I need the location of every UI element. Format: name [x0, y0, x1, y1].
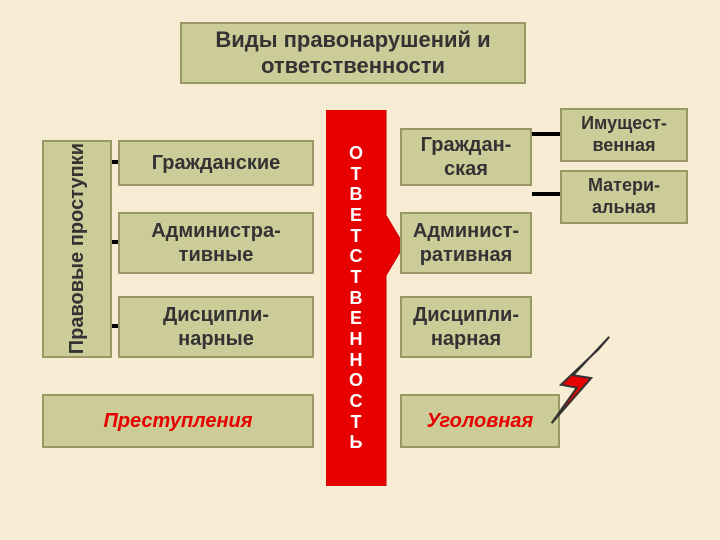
- far-right-label: Матери-альная: [588, 175, 660, 218]
- criminal-text: Уголовная: [427, 409, 534, 433]
- left-vertical-label: Правовые проступки: [42, 140, 112, 358]
- left-box-label: Администра-тивные: [151, 219, 281, 267]
- right-box-label: Дисципли-нарная: [413, 303, 519, 351]
- lightning-bolt-icon: [548, 332, 620, 428]
- banner-text: ОТВЕТСТВЕННОСТЬ: [349, 110, 363, 486]
- far-right-label: Имущест-венная: [581, 113, 667, 156]
- title-box: Виды правонарушений и ответственности: [180, 22, 526, 84]
- connector: [532, 192, 560, 196]
- right-box-label: Админист-ративная: [413, 219, 519, 267]
- right-box-civil: Граждан-ская: [400, 128, 532, 186]
- connector: [532, 132, 560, 136]
- center-banner: ОТВЕТСТВЕННОСТЬ: [326, 110, 386, 486]
- criminal-box: Уголовная: [400, 394, 560, 448]
- left-vertical-text: Правовые проступки: [65, 143, 89, 354]
- right-box-label: Граждан-ская: [421, 133, 512, 181]
- left-box-civil: Гражданские: [118, 140, 314, 186]
- left-box-disciplinary: Дисципли-нарные: [118, 296, 314, 358]
- far-right-property: Имущест-венная: [560, 108, 688, 162]
- left-box-label: Гражданские: [152, 151, 281, 175]
- banner-shape: [326, 110, 404, 486]
- right-box-disciplinary: Дисципли-нарная: [400, 296, 532, 358]
- crimes-box: Преступления: [42, 394, 314, 448]
- right-box-administrative: Админист-ративная: [400, 212, 532, 274]
- connector: [112, 240, 118, 244]
- connector: [112, 324, 118, 328]
- left-box-administrative: Администра-тивные: [118, 212, 314, 274]
- title-text: Виды правонарушений и ответственности: [182, 27, 524, 80]
- far-right-material: Матери-альная: [560, 170, 688, 224]
- left-box-label: Дисципли-нарные: [163, 303, 269, 351]
- crimes-text: Преступления: [103, 409, 252, 433]
- connector: [112, 160, 118, 164]
